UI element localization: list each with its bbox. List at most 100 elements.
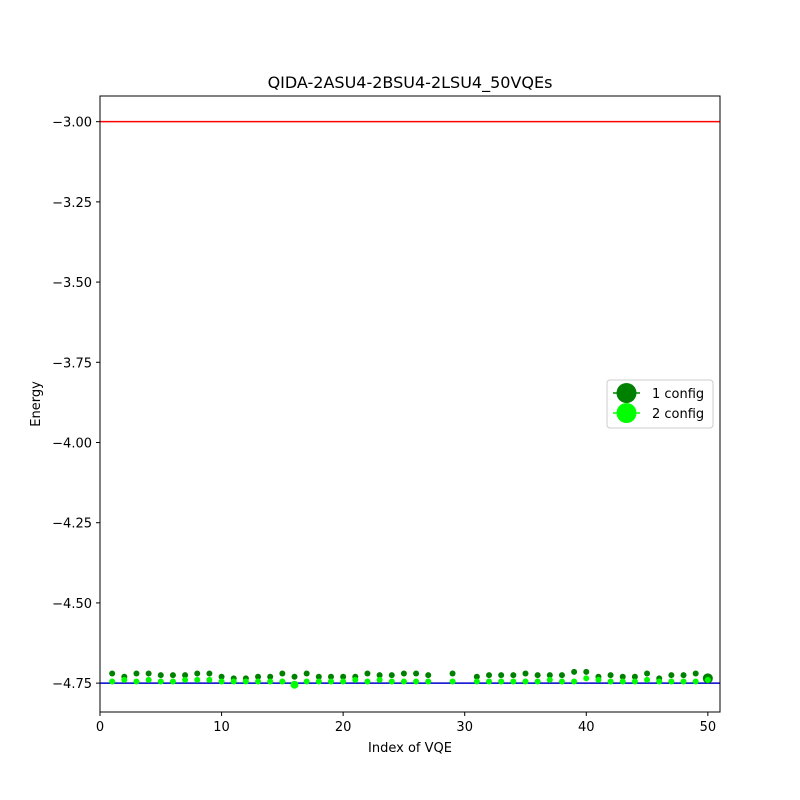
legend-entry-1-config: 1 config <box>613 383 704 403</box>
data-point <box>279 670 286 677</box>
x-tick-label: 30 <box>456 720 473 735</box>
data-point <box>303 678 310 685</box>
y-tick-label: −3.00 <box>52 116 92 131</box>
data-point <box>486 678 493 685</box>
legend: 1 config 2 config <box>606 379 714 429</box>
data-point <box>133 670 140 677</box>
data-point <box>680 672 687 679</box>
data-point <box>182 676 189 683</box>
data-point <box>425 678 432 685</box>
data-point <box>692 678 699 685</box>
legend-marker-2-config <box>616 403 637 423</box>
data-point <box>218 673 225 680</box>
data-point <box>558 678 565 685</box>
data-point <box>327 678 334 685</box>
data-point <box>364 670 371 677</box>
data-point <box>534 672 541 679</box>
data-point <box>340 678 347 685</box>
data-point <box>571 668 578 675</box>
data-point <box>255 678 262 685</box>
data-point <box>486 672 493 679</box>
data-point <box>546 676 553 683</box>
data-point <box>194 676 201 683</box>
data-point <box>388 672 395 679</box>
data-point <box>291 673 298 680</box>
data-point <box>425 672 432 679</box>
data-point <box>546 672 553 679</box>
data-point <box>230 678 237 685</box>
data-point <box>303 670 310 677</box>
data-point <box>449 670 456 677</box>
data-point <box>109 670 116 677</box>
y-tick-label: −4.75 <box>52 677 92 692</box>
data-point <box>668 672 675 679</box>
y-axis-title: Energy <box>29 381 44 427</box>
data-point <box>340 673 347 680</box>
legend-marker-1-config <box>616 383 637 403</box>
data-point <box>413 678 420 685</box>
data-point <box>656 678 663 685</box>
data-point <box>498 672 505 679</box>
data-point <box>327 673 334 680</box>
chart-title: QIDA-2ASU4-2BSU4-2LSU4_50VQEs <box>268 73 553 93</box>
data-point <box>145 670 152 677</box>
data-point <box>290 680 299 689</box>
data-point <box>619 673 626 680</box>
data-point <box>510 672 517 679</box>
data-point <box>279 678 286 685</box>
data-point <box>704 676 711 683</box>
data-point <box>522 678 529 685</box>
data-point <box>558 672 565 679</box>
data-point <box>571 678 578 685</box>
legend-entry-2-config: 2 config <box>613 403 704 423</box>
data-point <box>169 678 176 685</box>
data-point <box>206 670 213 677</box>
data-point <box>473 678 480 685</box>
data-point <box>133 678 140 685</box>
y-tick-label: −4.25 <box>52 517 92 532</box>
data-point <box>631 678 638 685</box>
x-tick-label: 50 <box>700 720 717 735</box>
data-point <box>413 670 420 677</box>
y-tick-label: −4.50 <box>52 597 92 612</box>
data-point <box>619 678 626 685</box>
data-point <box>218 678 225 685</box>
data-point <box>364 678 371 685</box>
x-tick-label: 10 <box>213 720 230 735</box>
y-tick-label: −4.00 <box>52 437 92 452</box>
data-point <box>680 678 687 685</box>
y-tick-label: −3.75 <box>52 356 92 371</box>
data-point <box>644 670 651 677</box>
data-point <box>157 672 164 679</box>
data-point <box>206 676 213 683</box>
data-point <box>692 670 699 677</box>
data-point <box>449 678 456 685</box>
plot-area <box>100 120 720 689</box>
y-tick-label: −3.50 <box>52 276 92 291</box>
data-point <box>182 672 189 679</box>
x-axis-title: Index of VQE <box>368 741 452 756</box>
data-point <box>376 672 383 679</box>
data-point <box>631 673 638 680</box>
data-point <box>400 678 407 685</box>
data-point <box>668 678 675 685</box>
data-point <box>315 673 322 680</box>
data-point <box>498 678 505 685</box>
data-point <box>388 678 395 685</box>
x-tick-label: 20 <box>335 720 352 735</box>
data-point <box>400 670 407 677</box>
data-point <box>121 676 128 683</box>
data-point <box>510 678 517 685</box>
data-point <box>583 675 590 682</box>
data-point <box>534 678 541 685</box>
data-point <box>607 678 614 685</box>
data-point <box>109 678 116 685</box>
data-point <box>607 672 614 679</box>
legend-label-1-config: 1 config <box>652 387 704 402</box>
data-point <box>644 676 651 683</box>
x-tick-label: 40 <box>578 720 595 735</box>
data-point <box>267 678 274 685</box>
data-point <box>145 676 152 683</box>
data-point <box>376 676 383 683</box>
